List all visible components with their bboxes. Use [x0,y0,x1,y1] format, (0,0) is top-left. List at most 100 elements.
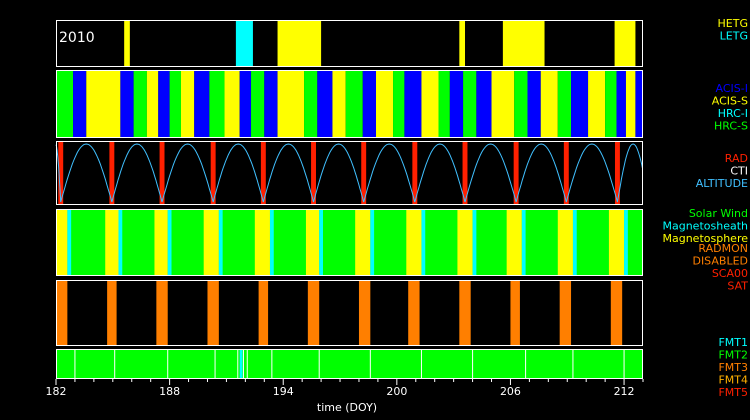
environment-interval-9 [269,209,274,276]
legend-label-magnetosheath: Magnetosheath [663,220,749,233]
instrument-interval-36 [605,70,617,138]
instrument-interval-1 [73,70,87,138]
instrument-interval-32 [540,70,558,138]
format-background [56,349,643,379]
instrument-interval-9 [194,70,210,138]
instrument-interval-35 [588,70,606,138]
x-tick-label-182: 182 [46,385,67,398]
environment-interval-3 [118,209,123,276]
x-tick-label-206: 206 [500,385,521,398]
environment-interval-1 [67,209,72,276]
instrument-interval-3 [120,70,134,138]
panel-radmon [56,280,643,346]
environment-interval-4 [154,209,168,276]
environment-interval-7 [218,209,223,276]
instrument-interval-10 [209,70,225,138]
altitude-curve [55,143,643,203]
x-tick-label-188: 188 [159,385,180,398]
instrument-interval-6 [158,70,170,138]
instrument-interval-18 [332,70,346,138]
instrument-frame [56,70,643,138]
radmon-interval-2 [156,280,168,346]
grating-interval-2 [277,20,322,67]
radmon-frame [56,280,643,346]
environment-interval-19 [521,209,526,276]
instrument-interval-24 [421,70,439,138]
environment-interval-0 [56,209,68,276]
radiation-background [56,141,643,205]
rad-zone-1 [109,141,115,205]
chart-panels [55,20,643,379]
environment-interval-20 [557,209,573,276]
radmon-interval-1 [107,280,117,346]
legend-label-acis-i: ACIS-I [716,82,748,95]
grating-interval-4 [502,20,545,67]
radmon-interval-5 [307,280,320,346]
instrument-interval-21 [376,70,394,138]
panel-format [56,349,643,379]
instrument-interval-16 [304,70,318,138]
instrument-interval-4 [133,70,147,138]
legend-label-acis-s: ACIS-S [712,95,748,108]
radmon-interval-10 [559,280,572,346]
rad-zone-4 [260,141,266,205]
radmon-interval-9 [510,280,520,346]
rad-zone-3 [210,141,216,205]
legend-label-letg: LETG [720,30,748,43]
panel-radiation [55,141,643,205]
instrument-interval-13 [251,70,265,138]
legend-label-cti: CTI [730,165,748,178]
year-label: 2010 [59,30,95,46]
instrument-interval-26 [449,70,464,138]
instrument-interval-34 [571,70,589,138]
grating-interval-3 [459,20,466,67]
grating-interval-1 [235,20,253,67]
instrument-interval-30 [514,70,528,138]
legend-label-disabled: DISABLED [692,255,748,268]
rad-zone-11 [614,141,620,205]
x-tick-label-194: 194 [273,385,294,398]
environment-interval-18 [506,209,522,276]
environment-background [56,209,643,276]
instrument-interval-23 [404,70,422,138]
legend-label-sca00: SCA00 [712,267,748,280]
rad-zone-6 [361,141,367,205]
x-axis-label: time (DOY) [317,401,377,414]
instrument-interval-11 [224,70,240,138]
rad-zone-2 [159,141,165,205]
instrument-interval-31 [527,70,541,138]
instrument-interval-5 [146,70,159,138]
radmon-interval-11 [610,280,623,346]
radmon-interval-6 [358,280,371,346]
grating-frame [56,20,643,67]
radmon-interval-8 [459,280,471,346]
radmon-interval-3 [207,280,219,346]
legend-label-fmt3: FMT3 [718,361,748,374]
environment-interval-11 [319,209,323,276]
rad-zone-10 [563,141,569,205]
instrument-interval-37 [616,70,626,138]
environment-interval-6 [203,209,219,276]
environment-interval-8 [254,209,270,276]
radmon-interval-0 [56,280,68,346]
instrument-interval-38 [625,70,636,138]
rad-zone-0 [58,141,64,205]
instrument-interval-15 [277,70,305,138]
legend-label-altitude: ALTITUDE [696,177,748,190]
environment-interval-23 [624,209,628,276]
panel-frames [56,20,643,379]
legend-label-rad: RAD [725,152,748,165]
grating-interval-5 [614,20,636,67]
radmon-interval-7 [408,280,420,346]
panel-instrument [56,70,643,138]
environment-interval-10 [305,209,320,276]
instrument-interval-8 [180,70,195,138]
environment-interval-13 [370,209,375,276]
rad-zone-5 [311,141,316,205]
radmon-interval-4 [258,280,269,346]
